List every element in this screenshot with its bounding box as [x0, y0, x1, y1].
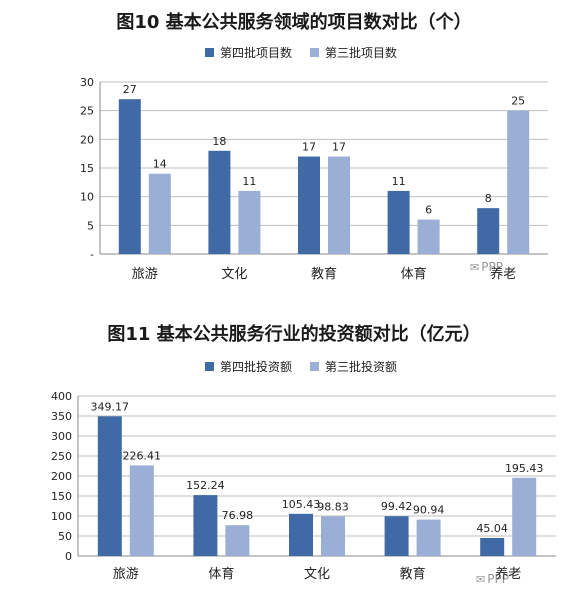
y-tick-label: 5 — [87, 219, 94, 232]
bar-series-b — [417, 219, 440, 254]
watermark: ✉ PPP — [476, 572, 509, 586]
bar-series-b — [148, 173, 171, 254]
y-tick-label: 15 — [80, 162, 94, 175]
data-label: 226.41 — [123, 449, 162, 462]
chart-legend: 第四批投资额 第三批投资额 — [205, 358, 397, 375]
legend-item-series-a: 第四批项目数 — [205, 44, 292, 61]
data-label: 99.42 — [381, 500, 413, 513]
bar-series-b — [416, 519, 441, 556]
legend-item-series-b: 第三批投资额 — [310, 358, 397, 375]
legend-swatch — [205, 362, 214, 371]
data-label: 76.98 — [222, 509, 254, 522]
y-tick-label: 300 — [51, 430, 72, 443]
x-tick-label: 旅游 — [113, 567, 139, 582]
x-tick-label: 旅游 — [132, 267, 158, 282]
data-label: 11 — [392, 175, 406, 188]
data-label: 195.43 — [505, 462, 544, 475]
bar-series-a — [387, 190, 410, 254]
y-tick-label: 250 — [51, 450, 72, 463]
watermark-text: PPP — [487, 572, 509, 586]
y-tick-label: 20 — [80, 133, 94, 146]
data-label: 152.24 — [186, 479, 225, 492]
legend-swatch — [310, 48, 320, 57]
x-tick-label: 养老 — [490, 266, 516, 282]
y-tick-label: 150 — [51, 490, 72, 503]
data-label: 14 — [153, 158, 167, 171]
x-tick-label: 文化 — [304, 567, 330, 582]
x-tick-label: 体育 — [208, 566, 234, 582]
data-label: 8 — [485, 192, 492, 205]
chart-title: 图11 基本公共服务行业的投资额对比（亿元） — [107, 324, 481, 345]
x-tick-label: 教育 — [400, 566, 426, 582]
legend-swatch — [310, 362, 320, 371]
legend-swatch — [205, 48, 214, 57]
data-label: 349.17 — [91, 400, 130, 413]
data-label: 25 — [511, 95, 525, 108]
wechat-icon: ✉ — [470, 261, 480, 274]
legend-item-series-b: 第三批项目数 — [310, 44, 397, 61]
bar-series-a — [480, 537, 505, 556]
wechat-icon: ✉ — [476, 573, 486, 586]
bar-series-a — [289, 513, 313, 556]
data-label: 17 — [332, 141, 346, 154]
chart-title: 图10 基本公共服务领域的项目数对比（个） — [116, 12, 472, 33]
data-label: 98.83 — [317, 500, 349, 513]
x-tick-label: 教育 — [311, 266, 337, 282]
chart-investment-amount: 图11 基本公共服务行业的投资额对比（亿元） 第四批投资额 第三批投资额 0 50… — [0, 312, 588, 609]
x-tick-label: 体育 — [401, 266, 427, 282]
legend-label: 第四批项目数 — [220, 46, 293, 60]
bar-series-a — [97, 416, 122, 556]
bar-chart-plot: 0 50 100 150 200 250 300 350 400 349.17 226.41 旅游 15… — [51, 390, 556, 582]
legend-item-series-a: 第四批投资额 — [205, 358, 292, 375]
y-tick-label: 30 — [80, 76, 94, 89]
y-tick-label: 10 — [80, 191, 94, 204]
bar-series-a — [118, 99, 141, 254]
y-tick-label: 25 — [80, 105, 94, 118]
legend-label: 第四批投资额 — [220, 360, 293, 374]
bar-series-a — [384, 516, 409, 556]
chart-legend: 第四批项目数 第三批项目数 — [205, 44, 397, 61]
data-label: 11 — [242, 175, 256, 188]
bar-series-a — [298, 156, 320, 254]
x-tick-label: 养老 — [495, 566, 521, 582]
y-tick-label: 50 — [58, 530, 72, 543]
data-label: 27 — [123, 83, 137, 96]
y-tick-label: 350 — [51, 410, 72, 423]
y-tick-label: 400 — [51, 390, 72, 403]
y-tick-label: 100 — [51, 510, 72, 523]
data-label: 90.94 — [413, 504, 445, 517]
bar-series-a — [193, 495, 218, 556]
x-tick-label: 文化 — [221, 267, 247, 282]
legend-label: 第三批投资额 — [325, 360, 398, 374]
bar-series-a — [477, 208, 500, 254]
bar-chart-plot: - 5 10 15 20 25 30 27 14 旅游 18 11 文化 17 17 教育 11 6 体育 8 25 养老 — [80, 76, 548, 282]
data-label: 17 — [302, 141, 316, 154]
watermark: ✉ PPP — [470, 260, 503, 274]
chart-project-count: 图10 基本公共服务领域的项目数对比（个） 第四批项目数 第三批项目数 - 5 10… — [0, 0, 588, 300]
y-tick-label: - — [90, 248, 94, 261]
bar-series-b — [321, 516, 345, 556]
y-tick-label: 200 — [51, 470, 72, 483]
data-label: 6 — [425, 204, 432, 217]
legend-label: 第三批项目数 — [325, 46, 398, 60]
watermark-text: PPP — [481, 260, 503, 274]
y-tick-label: 0 — [65, 550, 72, 563]
bar-series-b — [238, 190, 261, 254]
bar-series-b — [225, 525, 250, 556]
data-label: 45.04 — [476, 522, 508, 535]
bar-series-b — [129, 465, 154, 556]
bar-series-b — [512, 477, 537, 556]
bar-series-b — [507, 110, 530, 255]
bar-series-b — [328, 156, 350, 254]
data-label: 18 — [212, 135, 226, 148]
data-label: 105.43 — [282, 498, 321, 511]
bar-series-a — [208, 150, 231, 254]
